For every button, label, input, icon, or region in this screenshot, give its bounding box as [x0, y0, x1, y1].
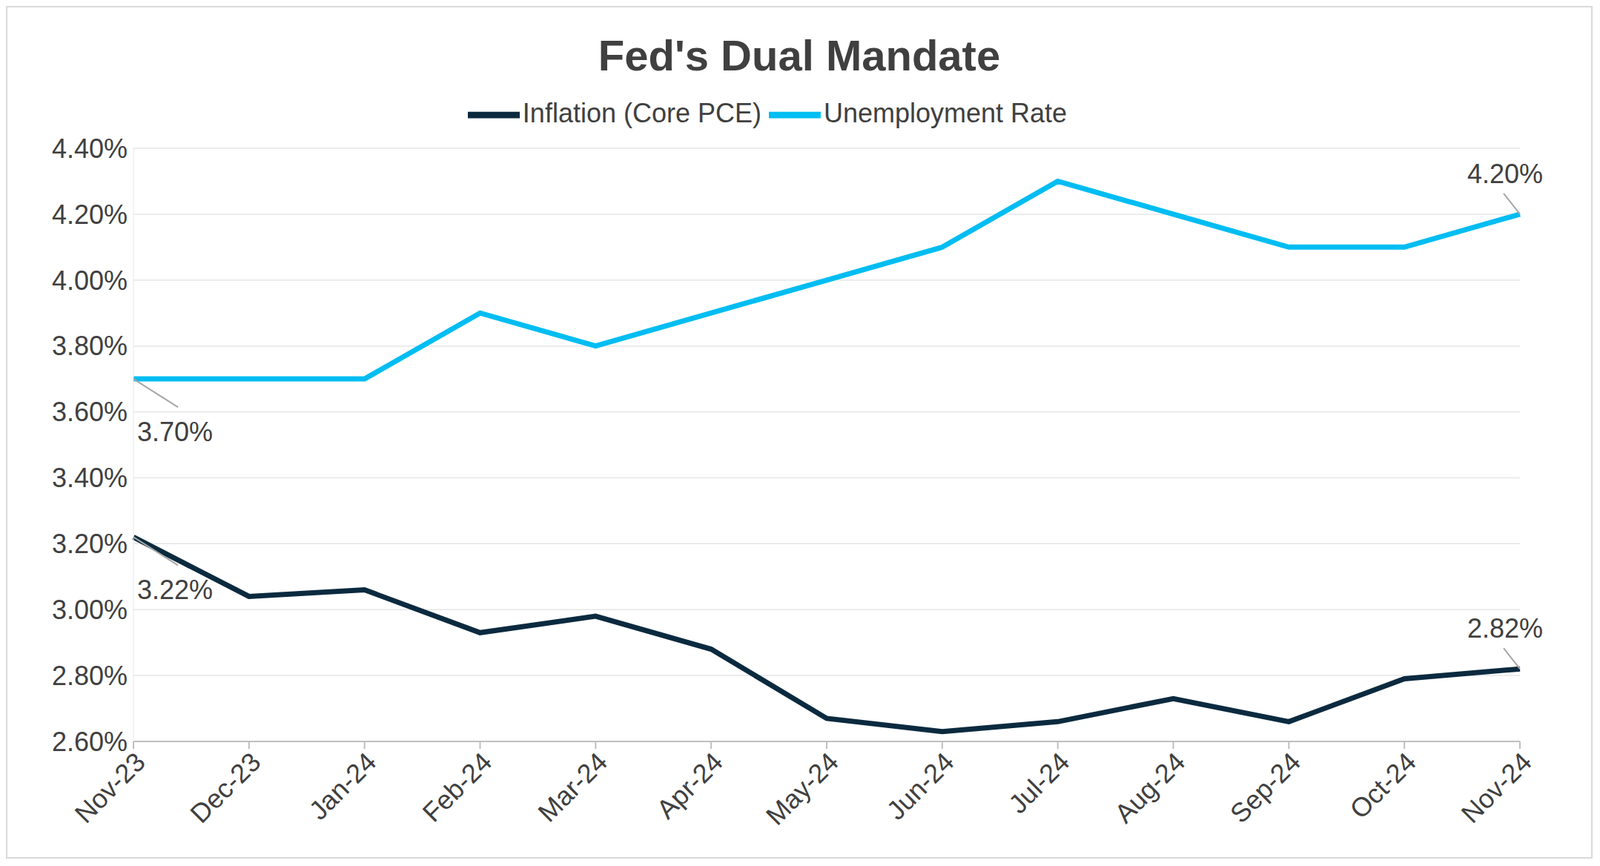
svg-text:Sep-24: Sep-24: [1224, 746, 1307, 829]
svg-text:4.20%: 4.20%: [1467, 158, 1543, 190]
svg-text:Oct-24: Oct-24: [1344, 746, 1423, 825]
svg-text:Nov-23: Nov-23: [68, 746, 152, 829]
svg-text:Feb-24: Feb-24: [416, 746, 499, 829]
svg-text:3.60%: 3.60%: [51, 396, 128, 428]
svg-text:Aug-24: Aug-24: [1108, 746, 1191, 829]
svg-text:3.22%: 3.22%: [137, 574, 213, 606]
svg-text:Nov-24: Nov-24: [1455, 746, 1538, 829]
svg-text:2.60%: 2.60%: [51, 726, 128, 757]
svg-text:Jul-24: Jul-24: [1002, 746, 1076, 820]
html-text:Inflation (Core PCE): Inflation (Core PCE): [522, 97, 762, 128]
svg-text:2.82%: 2.82%: [1467, 613, 1543, 644]
svg-text:3.20%: 3.20%: [51, 528, 128, 560]
svg-text:Apr-24: Apr-24: [650, 746, 729, 825]
svg-text:Dec-23: Dec-23: [184, 746, 267, 829]
html-text:Unemployment Rate: Unemployment Rate: [823, 97, 1067, 128]
svg-text:Mar-24: Mar-24: [531, 746, 614, 829]
svg-text:4.20%: 4.20%: [51, 199, 128, 230]
svg-text:3.00%: 3.00%: [51, 594, 128, 626]
svg-text:2.80%: 2.80%: [51, 660, 128, 692]
svg-text:4.00%: 4.00%: [51, 265, 128, 296]
svg-text:3.70%: 3.70%: [137, 416, 213, 448]
svg-text:Jun-24: Jun-24: [880, 746, 961, 826]
svg-text:May-24: May-24: [759, 746, 845, 832]
svg-text:3.40%: 3.40%: [51, 462, 128, 494]
svg-text:4.40%: 4.40%: [51, 133, 128, 164]
html-text:Fed's Dual Mandate: Fed's Dual Mandate: [598, 31, 1001, 80]
svg-text:Jan-24: Jan-24: [303, 746, 383, 826]
svg-text:3.80%: 3.80%: [51, 330, 128, 362]
